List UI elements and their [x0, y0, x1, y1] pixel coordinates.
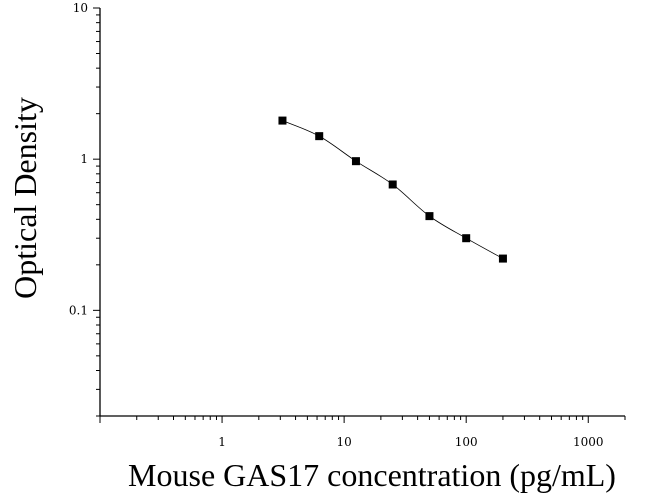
x-tick-label: 1000: [573, 435, 604, 449]
data-points: [278, 116, 507, 263]
data-point: [498, 254, 507, 263]
y-tick-label: 0.1: [69, 303, 88, 317]
y-axis-title: Optical Density: [7, 97, 43, 299]
data-point: [351, 157, 360, 166]
ticks: 1 10 100 1000 0.1 1 10: [69, 1, 626, 449]
data-point: [315, 132, 324, 141]
y-tick-label: 1: [80, 152, 88, 166]
x-tick-label: 10: [336, 435, 351, 449]
x-tick-label: 1: [218, 435, 226, 449]
axes: [99, 8, 625, 417]
x-axis-title: Mouse GAS17 concentration (pg/mL): [128, 457, 616, 493]
data-point: [462, 234, 471, 243]
data-point: [278, 116, 287, 125]
data-point: [425, 212, 434, 221]
data-point: [388, 180, 397, 189]
y-tick-label: 10: [73, 1, 88, 15]
x-tick-label: 100: [455, 435, 478, 449]
